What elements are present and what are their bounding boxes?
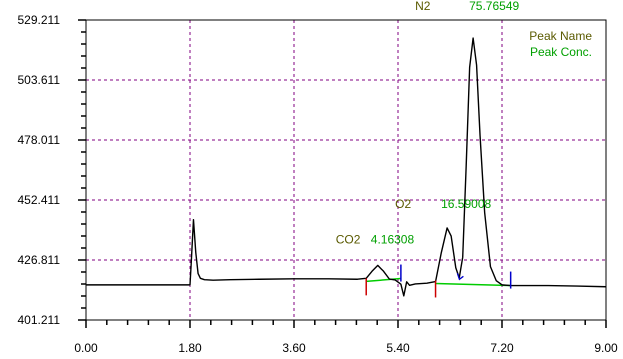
peak-labels: CO2 4.16308 O2 16.59008 N2 75.76549	[336, 0, 520, 246]
x-tick-label: 9.00	[594, 341, 618, 355]
peak-conc-label: 16.59008	[441, 197, 491, 211]
x-tick-label: 1.80	[178, 341, 202, 355]
peak-conc-label: 4.16308	[371, 232, 415, 246]
peak-baselines	[366, 277, 511, 287]
integration-markers	[365, 264, 512, 298]
peak-split-marker	[456, 273, 464, 281]
y-tick-label: 426.811	[18, 253, 61, 267]
peak-name-label: CO2	[336, 232, 361, 246]
peak-conc-label: 75.76549	[469, 0, 519, 13]
y-tick-label: 503.611	[18, 73, 61, 87]
peak-baseline	[435, 282, 511, 287]
signal-series	[86, 37, 607, 297]
legend-entry-peak-conc: Peak Conc.	[530, 45, 592, 59]
y-tick-label: 478.011	[18, 133, 61, 147]
y-tick-label: 452.411	[18, 193, 61, 207]
y-tick-label: 401.211	[18, 313, 61, 327]
y-tick-label: 529.211	[18, 13, 61, 27]
axes: 0.00 1.80 3.60 5.40 7.20 9.00 401.211 426.811 45…	[18, 13, 619, 355]
peak-baseline	[366, 277, 401, 283]
x-tick-label: 7.20	[490, 341, 514, 355]
legend-entry-peak-name: Peak Name	[529, 29, 592, 43]
peak-name-label: O2	[395, 197, 411, 211]
signal-line	[86, 37, 607, 297]
plot-frame	[85, 19, 607, 321]
peak-name-label: N2	[415, 0, 431, 13]
x-tick-label: 0.00	[74, 341, 98, 355]
grid-lines	[86, 20, 606, 320]
legend: Peak Name Peak Conc.	[529, 29, 592, 59]
x-tick-label: 5.40	[386, 341, 410, 355]
x-tick-label: 3.60	[282, 341, 306, 355]
